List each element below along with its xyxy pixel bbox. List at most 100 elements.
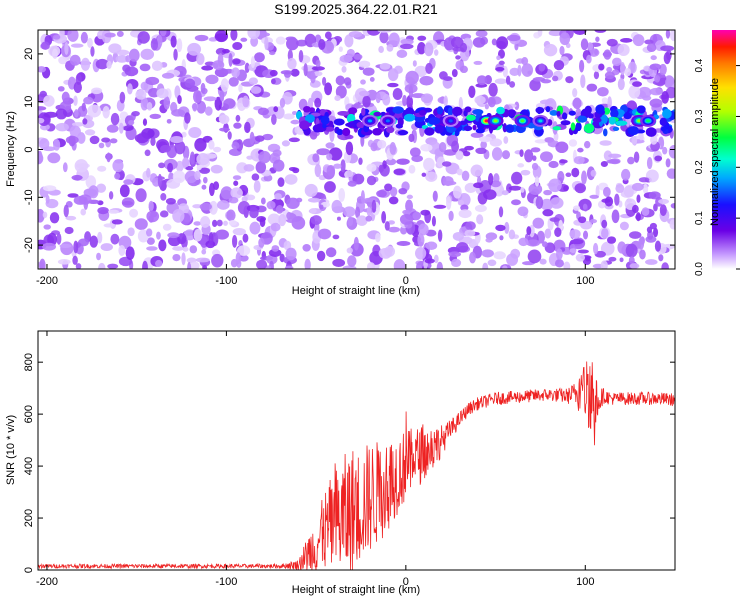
heatmap-cell: [343, 77, 352, 86]
heatmap-cell: [258, 150, 271, 164]
heatmap-cell: [459, 65, 468, 74]
heatmap-cell: [145, 228, 153, 237]
heatmap-cell: [333, 163, 342, 169]
heatmap-cell: [208, 232, 214, 246]
heatmap-cell: [378, 45, 384, 54]
heatmap-cell: [580, 74, 586, 89]
heatmap-cell: [82, 118, 88, 125]
heatmap-cell: [540, 79, 552, 84]
heatmap-cell: [521, 57, 529, 66]
heatmap-cell: [285, 247, 297, 261]
heatmap-cell: [520, 186, 525, 193]
heatmap-cell: [43, 224, 51, 230]
heatmap-cell: [248, 77, 259, 85]
heatmap-cell: [554, 227, 562, 238]
heatmap-cell: [559, 159, 568, 164]
heatmap-cell: [278, 213, 287, 227]
heatmap-cell: [384, 183, 393, 192]
heatmap-cell: [660, 45, 675, 52]
heatmap-cell: [48, 45, 61, 57]
heatmap-cell: [235, 114, 241, 122]
heatmap-cell: [309, 130, 318, 140]
heatmap-cell: [503, 136, 509, 144]
heatmap-cell: [625, 243, 638, 258]
heatmap-x-tick-label: 100: [576, 275, 594, 287]
heatmap-cell: [405, 70, 419, 85]
heatmap-cell: [480, 140, 487, 149]
heatmap-cell: [493, 251, 506, 260]
heatmap-cell: [89, 135, 100, 145]
heatmap-cell: [424, 258, 435, 264]
heatmap-cell: [236, 162, 248, 174]
heatmap-cell: [411, 155, 423, 163]
heatmap-cell: [464, 106, 472, 113]
heatmap-cell: [473, 182, 484, 189]
heatmap-cell: [356, 121, 365, 129]
heatmap-cell: [159, 30, 167, 37]
heatmap-cell: [358, 60, 371, 68]
colorbar-tick-label: 0.4: [694, 58, 705, 72]
heatmap-cell: [273, 106, 279, 113]
heatmap-cell: [173, 48, 178, 61]
heatmap-cell: [118, 122, 124, 134]
heatmap-cell: [585, 256, 591, 262]
heatmap-cell: [470, 164, 483, 177]
heatmap-cell: [96, 252, 102, 261]
heatmap-cell: [281, 140, 290, 147]
heatmap-cell: [346, 247, 353, 254]
heatmap-cell: [638, 237, 645, 250]
heatmap-cell: [184, 78, 196, 89]
heatmap-cell: [601, 219, 608, 229]
snr-y-tick-label: 400: [23, 457, 35, 475]
heatmap-cell: [275, 36, 286, 45]
heatmap-cell: [632, 81, 642, 87]
snr-x-ticks: -200 -100 0 100: [36, 331, 594, 588]
heatmap-cell: [470, 132, 484, 138]
heatmap-cell: [304, 258, 311, 269]
heatmap-cell: [55, 122, 69, 132]
heatmap-cell: [335, 75, 345, 86]
heatmap-cell: [393, 168, 406, 176]
heatmap-cell: [379, 62, 391, 70]
heatmap-cell: [606, 38, 618, 47]
heatmap-cell: [332, 258, 346, 267]
heatmap-cell: [302, 243, 311, 252]
snr-y-tick-label: 800: [23, 353, 35, 371]
heatmap-cell: [317, 228, 332, 240]
heatmap-cell: [291, 110, 298, 116]
heatmap-cell: [365, 215, 373, 222]
heatmap-cell: [270, 222, 281, 232]
heatmap-cell: [58, 56, 68, 65]
heatmap-cell: [325, 142, 335, 149]
heatmap-cell: [650, 55, 657, 61]
heatmap-cell: [57, 259, 71, 265]
heatmap-cell: [568, 110, 576, 116]
heatmap-cell: [552, 75, 559, 82]
heatmap-cell: [464, 229, 476, 237]
heatmap-cell: [220, 186, 233, 200]
heatmap-cell: [110, 112, 120, 126]
heatmap-cell: [432, 190, 438, 202]
heatmap-cell: [478, 136, 493, 143]
heatmap-cell: [272, 159, 285, 172]
heatmap-cell: [189, 261, 200, 269]
heatmap-cell: [537, 30, 543, 37]
heatmap-cell: [607, 96, 612, 110]
heatmap-cell: [316, 250, 326, 262]
heatmap-cell: [170, 135, 184, 144]
heatmap-cell: [367, 262, 376, 269]
heatmap-cell: [556, 248, 563, 260]
heatmap-cell: [230, 30, 238, 41]
heatmap-cell: [324, 126, 335, 132]
heatmap-cell: [367, 119, 372, 123]
heatmap-cell: [324, 31, 332, 40]
heatmap-cell: [42, 185, 57, 192]
heatmap-cell: [555, 141, 569, 154]
heatmap-cell: [583, 123, 595, 134]
heatmap-cell: [230, 187, 243, 199]
heatmap-cell: [377, 139, 387, 149]
heatmap-cell: [53, 138, 61, 151]
heatmap-cell: [399, 213, 414, 225]
heatmap-cell: [602, 186, 611, 198]
